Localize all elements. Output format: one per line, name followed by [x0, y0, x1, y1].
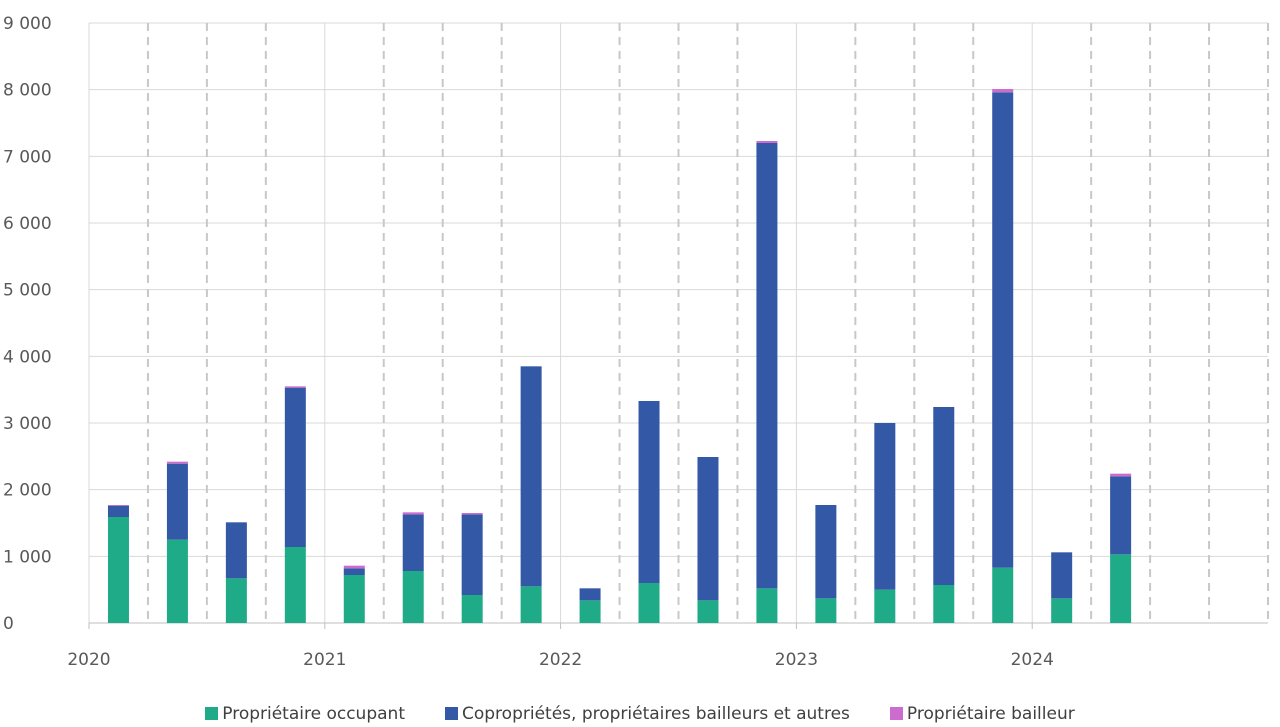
bar-segment — [815, 598, 837, 623]
bar-segment — [520, 366, 542, 587]
bar-segment — [874, 589, 896, 623]
legend-swatch-coproprietes — [444, 707, 458, 720]
legend-swatch-proprietaire-bailleur — [889, 707, 903, 720]
bar-segment — [1110, 473, 1132, 477]
x-tick-label: 2020 — [67, 650, 110, 670]
bar-segment — [756, 588, 778, 623]
bar-segment — [461, 513, 483, 515]
bar-segment — [284, 387, 306, 547]
bar-segment — [343, 568, 365, 575]
bar-segment — [638, 583, 660, 623]
bar-segment — [166, 461, 188, 464]
bar-segment — [697, 457, 719, 601]
bar-segment — [107, 505, 129, 506]
bar-segment — [284, 386, 306, 388]
x-tick-label: 2024 — [1011, 650, 1054, 670]
bar-segment — [461, 595, 483, 623]
legend-item-proprietaire-bailleur: Propriétaire bailleur — [889, 703, 1075, 724]
bar-segment — [638, 401, 660, 583]
y-tick-label: 9 000 — [3, 14, 52, 34]
bar-segment — [697, 600, 719, 623]
y-tick-label: 4 000 — [3, 347, 52, 367]
bar-segment — [933, 407, 955, 585]
y-tick-label: 6 000 — [3, 214, 52, 234]
bar-segment — [284, 547, 306, 623]
bar-segment — [402, 514, 424, 571]
y-tick-label: 8 000 — [3, 81, 52, 101]
y-tick-label: 0 — [3, 614, 14, 634]
bar-segment — [402, 571, 424, 623]
bar-segment — [756, 143, 778, 589]
y-tick-label: 7 000 — [3, 147, 52, 167]
bar-segment — [461, 514, 483, 595]
bar-segment — [1110, 476, 1132, 555]
y-tick-label: 2 000 — [3, 481, 52, 501]
bar-segment — [166, 463, 188, 540]
bar-segment — [992, 89, 1014, 93]
bar-segment — [933, 585, 955, 623]
bar-segment — [520, 586, 542, 623]
bar-segment — [402, 512, 424, 515]
bar-segment — [107, 505, 129, 517]
chart-plot: 0 1 000 2 000 3 000 4 000 5 000 6 000 7 000 8 00… — [3, 14, 1269, 670]
x-tick-label: 2022 — [539, 650, 582, 670]
y-tick-label: 3 000 — [3, 414, 52, 434]
legend-item-coproprietes: Copropriétés, propriétaires bailleurs et… — [444, 703, 850, 724]
y-tick-label: 5 000 — [3, 281, 52, 301]
bar-segment — [225, 578, 247, 623]
bar-segment — [225, 522, 247, 579]
bar-segment — [166, 539, 188, 623]
bar-segment — [1051, 598, 1073, 623]
bar-segment — [1051, 552, 1073, 599]
bar-segment — [992, 92, 1014, 568]
y-tick-label: 1 000 — [3, 547, 52, 567]
legend: Propriétaire occupant Copropriétés, prop… — [0, 700, 1280, 727]
x-tick-label: 2021 — [303, 650, 346, 670]
bar-segment — [992, 567, 1014, 623]
bar-segment — [579, 588, 601, 601]
bar-segment — [107, 517, 129, 623]
bar-segment — [815, 505, 837, 599]
bar-segment — [874, 423, 896, 590]
bar-segment — [1110, 554, 1132, 623]
bar-segment — [756, 141, 778, 143]
legend-swatch-proprietaire-occupant — [205, 707, 219, 720]
legend-label-proprietaire-occupant: Propriétaire occupant — [222, 703, 405, 724]
legend-item-proprietaire-occupant: Propriétaire occupant — [205, 704, 405, 724]
legend-label-proprietaire-bailleur: Propriétaire bailleur — [906, 703, 1075, 724]
legend-label-coproprietes: Copropriétés, propriétaires bailleurs et… — [461, 703, 850, 724]
bar-segment — [579, 600, 601, 623]
bar-segment — [343, 575, 365, 623]
x-tick-label: 2023 — [775, 650, 818, 670]
bar-segment — [343, 565, 365, 569]
